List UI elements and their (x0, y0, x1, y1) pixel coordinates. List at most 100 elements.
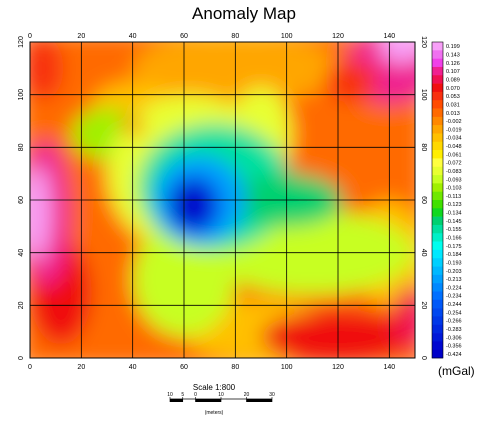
scale-bar-tick-label: 5 (181, 392, 184, 398)
colorbar-level-label: -0.175 (446, 244, 462, 250)
colorbar-swatch (432, 308, 443, 317)
colorbar-level-label: -0.155 (446, 227, 462, 233)
colorbar-unit: (mGal) (438, 364, 475, 378)
colorbar-level-label: -0.123 (446, 202, 462, 208)
colorbar-swatch (432, 333, 443, 342)
colorbar-level-label: 0.126 (446, 61, 460, 67)
colorbar-swatch (432, 158, 443, 168)
colorbar-level-label: -0.134 (446, 211, 462, 217)
colorbar-level-label: -0.103 (446, 186, 462, 192)
scale-bar-segment (246, 399, 272, 402)
y-tick-label-left: 60 (18, 196, 25, 204)
colorbar-swatch (432, 249, 443, 259)
colorbar-swatch (432, 183, 443, 192)
colorbar-swatch (432, 175, 443, 184)
colorbar-level-label: -0.213 (446, 277, 462, 283)
x-tick-label-top: 100 (281, 33, 293, 40)
colorbar-level-label: -0.424 (446, 352, 462, 358)
colorbar-swatch (432, 324, 443, 334)
colorbar-level-label: -0.266 (446, 319, 462, 325)
colorbar-swatch (432, 125, 443, 134)
colorbar-swatch (432, 91, 443, 101)
x-tick-label-top: 40 (129, 33, 137, 40)
anomaly-blob (30, 165, 51, 261)
colorbar-swatch (432, 216, 443, 226)
scale-bar-segment (170, 399, 183, 402)
colorbar-swatch (432, 224, 443, 234)
colorbar-level-label: -0.002 (446, 119, 462, 125)
y-tick-label-left: 80 (18, 143, 25, 151)
colorbar-swatch (432, 66, 443, 76)
y-tick-label-left: 100 (18, 89, 25, 101)
colorbar-swatch (432, 283, 443, 292)
colorbar-swatch (432, 274, 443, 284)
colorbar-level-label: -0.184 (446, 252, 462, 258)
colorbar-swatch (432, 208, 443, 217)
y-tick-label-right: 20 (420, 301, 427, 309)
colorbar-swatch (432, 291, 443, 301)
colorbar-level-label: -0.113 (446, 194, 461, 200)
x-tick-label-bottom: 120 (332, 364, 344, 371)
colorbar-swatch (432, 83, 443, 93)
y-tick-label-left: 40 (18, 249, 25, 257)
colorbar-level-label: 0.070 (446, 86, 460, 92)
colorbar-level-label: -0.019 (446, 127, 462, 133)
colorbar-swatch (432, 316, 443, 326)
anomaly-blob (30, 42, 64, 100)
colorbar-swatch (432, 299, 443, 309)
y-tick-label-right: 40 (420, 249, 427, 257)
y-tick-label-left: 120 (18, 36, 25, 48)
scale-label: Scale 1:800 (193, 383, 236, 392)
x-tick-label-top: 60 (180, 33, 188, 40)
x-tick-label-top: 0 (28, 33, 32, 40)
y-tick-label-right: 60 (420, 196, 427, 204)
colorbar-frame (431, 41, 444, 359)
colorbar-level-label: -0.166 (446, 236, 462, 242)
colorbar-level-label: -0.283 (446, 327, 462, 333)
colorbar-swatch (432, 258, 443, 267)
x-tick-label-bottom: 20 (77, 364, 85, 371)
colorbar-swatch (432, 108, 443, 118)
chart-title: Anomaly Map (192, 4, 296, 23)
colorbar-swatch (432, 75, 443, 84)
colorbar-swatch (432, 133, 443, 143)
colorbar-level-label: -0.072 (446, 161, 462, 167)
colorbar-swatch (432, 349, 443, 359)
y-tick-label-right: 80 (420, 143, 427, 151)
colorbar-level-label: -0.145 (446, 219, 462, 225)
colorbar-level-label: -0.061 (446, 152, 462, 158)
colorbar-level-label: -0.234 (446, 294, 462, 300)
x-tick-label-bottom: 100 (281, 364, 293, 371)
anomaly-blob (394, 286, 415, 351)
scale-bar: Scale 1:800 (meters) 10 5 0 10 20 30 (167, 383, 275, 416)
colorbar-swatch (432, 266, 443, 276)
colorbar-level-label: -0.048 (446, 144, 462, 150)
x-tick-label-top: 80 (231, 33, 239, 40)
colorbar-level-label: -0.203 (446, 269, 462, 275)
colorbar-level-label: -0.193 (446, 260, 462, 266)
anomaly-blob (379, 42, 415, 64)
x-tick-label-bottom: 40 (129, 364, 137, 371)
colorbar-swatch (432, 141, 443, 151)
x-tick-label-top: 140 (383, 33, 395, 40)
x-tick-label-bottom: 60 (180, 364, 188, 371)
colorbar-level-label: 0.143 (446, 53, 460, 59)
scale-bar-segment (195, 399, 221, 402)
colorbar-level-label: 0.053 (446, 94, 460, 100)
colorbar-swatch (432, 166, 443, 176)
colorbar-level-label: 0.107 (446, 69, 460, 75)
plot-frame (29, 41, 416, 359)
x-tick-label-bottom: 0 (28, 364, 32, 371)
scale-bar-tick-label: 10 (167, 392, 173, 398)
colorbar-swatch (432, 100, 443, 109)
colorbar-swatch (432, 341, 443, 350)
x-tick-label-bottom: 80 (231, 364, 239, 371)
colorbar-level-label: -0.034 (446, 136, 462, 142)
x-tick-label-top: 120 (332, 33, 344, 40)
colorbar-swatch (432, 233, 443, 242)
colorbar-swatch (432, 50, 443, 59)
colorbar-level-label: -0.306 (446, 335, 462, 341)
x-tick-label-bottom: 140 (383, 364, 395, 371)
y-tick-label-right: 100 (420, 89, 427, 101)
